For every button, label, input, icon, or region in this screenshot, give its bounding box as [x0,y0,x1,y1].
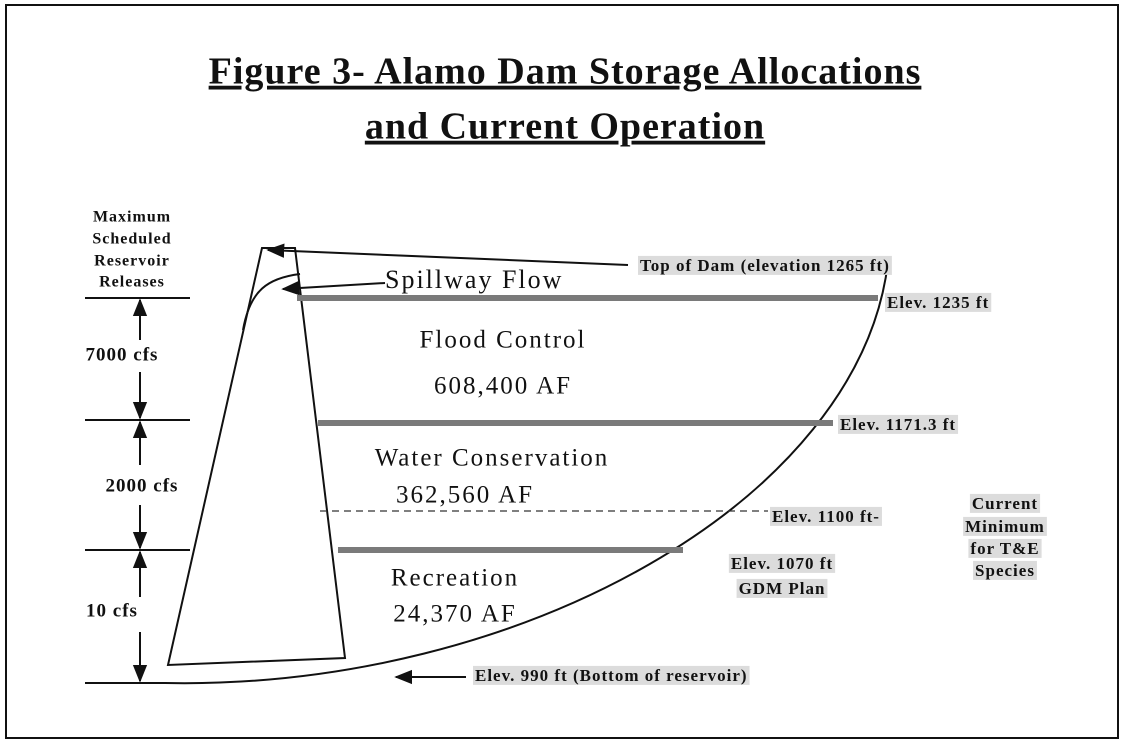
zone-name: Flood Control [420,327,587,354]
zone-storage: 24,370 AF [393,601,517,628]
label-background [968,538,1042,558]
dam [166,247,347,667]
release-label: Maximum Scheduled Reservoir Releases [92,209,171,291]
note-line: Minimum [965,517,1045,536]
arrow [281,280,386,296]
zone-name: Water Conservation [375,445,610,472]
spillway-curve [242,273,301,331]
label-background [838,414,959,434]
label-line: Maximum [93,209,171,226]
elevation-label: Top of Dam (elevation 1265 ft) [640,256,890,275]
note-line: Current [972,494,1038,513]
label-background [885,292,992,312]
elevation-label: Elev. 1235 ft [887,293,989,312]
zone-storage: 608,400 AF [434,373,572,400]
release-scale [85,297,190,683]
title-line: and Current Operation [365,106,765,148]
label-background [473,665,750,685]
elevation-label: Elev. 1100 ft- [772,507,880,526]
zone-storage: 362,560 AF [396,482,534,509]
title-line: Figure 3- Alamo Dam Storage Allocations [209,51,922,93]
elevation-label: Elev. 1070 ft [731,554,833,573]
release-value: 10 cfs [86,600,138,621]
spillway-label: Spillway Flow [385,265,563,294]
label-background [736,578,828,598]
label-background [638,255,892,275]
zone-name: Recreation [391,565,519,592]
label-line: Releases [99,274,165,291]
label-background [770,506,882,526]
label-background [973,560,1037,580]
label-background [969,493,1041,513]
label-line: Scheduled [92,231,171,248]
label-line: Reservoir [94,253,170,270]
release-value: 7000 cfs [86,344,159,365]
elevation-label: Elev. 1171.3 ft [840,415,956,434]
note-line: for T&E [970,539,1039,558]
release-value: 2000 cfs [106,475,179,496]
frame [5,4,1119,739]
elevation-label: GDM Plan [739,579,826,598]
arrow [266,243,629,266]
label-background [728,553,836,573]
elevation-label: Elev. 990 ft (Bottom of reservoir) [475,666,748,685]
note-line: Species [975,561,1035,580]
reservoir-bottom [85,261,889,685]
label-background [963,516,1047,536]
